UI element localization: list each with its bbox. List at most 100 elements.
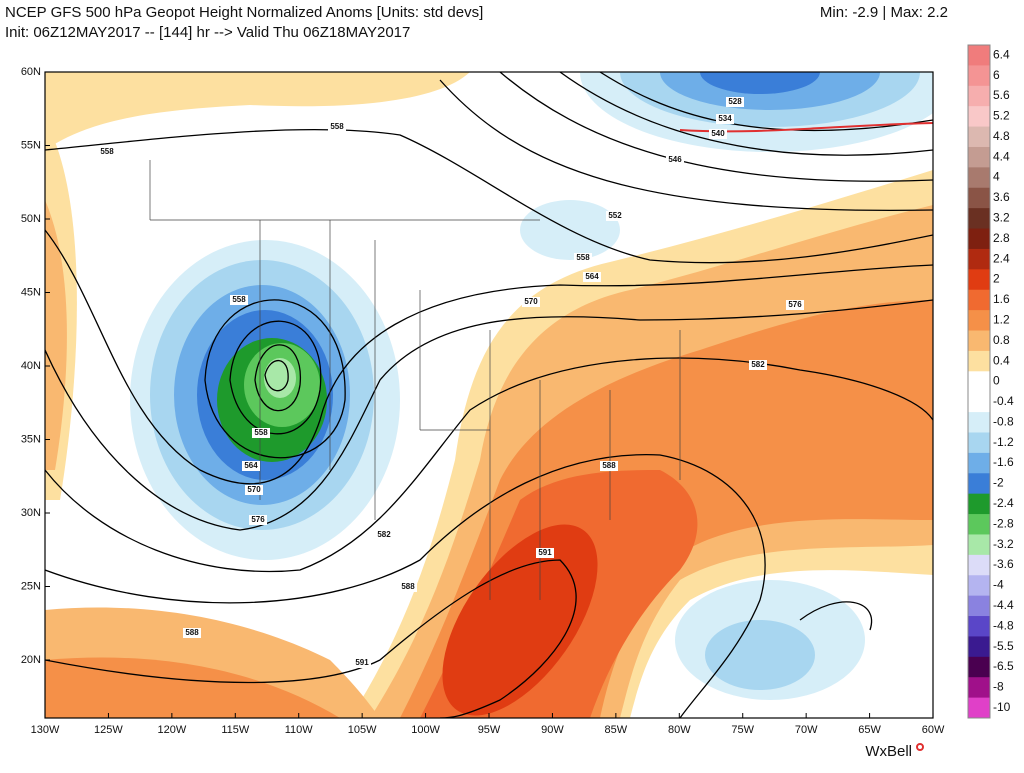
colorbar-swatch — [968, 65, 990, 87]
lon-label: 60W — [922, 724, 945, 736]
contour-label-bg — [375, 530, 393, 540]
colorbar-swatch — [968, 554, 990, 576]
colorbar-label: 0.8 — [993, 333, 1010, 347]
colorbar-swatch — [968, 208, 990, 230]
colorbar-swatch — [968, 473, 990, 495]
colorbar-label: -0.4 — [993, 394, 1014, 408]
contour-label: 558 — [232, 295, 246, 304]
colorbar-swatch — [968, 187, 990, 209]
contour-label-bg — [245, 485, 263, 495]
colorbar-swatch — [968, 575, 990, 597]
contour-label: 588 — [185, 628, 199, 637]
colorbar-label: 6.4 — [993, 47, 1010, 61]
contour-label: 546 — [668, 155, 682, 164]
contour-label: 576 — [788, 300, 802, 309]
contour-label: 570 — [524, 297, 538, 306]
contour-label: 540 — [711, 129, 725, 138]
contour-label-bg — [600, 461, 618, 471]
colorbar-swatch — [968, 432, 990, 454]
lon-label: 75W — [731, 724, 754, 736]
contour-label-bg — [606, 211, 624, 221]
colorbar-label: 4.4 — [993, 149, 1010, 163]
colorbar-label: 5.6 — [993, 88, 1010, 102]
lon-label: 105W — [348, 724, 377, 736]
lon-label: 85W — [605, 724, 628, 736]
lon-label: 100W — [411, 724, 440, 736]
contour-label-bg — [230, 295, 248, 305]
lon-label: 70W — [795, 724, 818, 736]
lon-label: 115W — [221, 724, 250, 736]
contour-label: 588 — [602, 461, 616, 470]
colorbar-label: -2 — [993, 476, 1004, 490]
colorbar-label: 2.4 — [993, 251, 1010, 265]
title: NCEP GFS 500 hPa Geopot Height Normalize… — [5, 4, 483, 21]
colorbar-label: -2.4 — [993, 496, 1014, 510]
contour-label-bg — [786, 300, 804, 310]
contour-label: 534 — [718, 114, 732, 123]
contour-label-bg — [583, 272, 601, 282]
contour-label-bg — [183, 628, 201, 638]
subtitle: Init: 06Z12MAY2017 -- [144] hr --> Valid… — [5, 24, 410, 41]
lat-label: 25N — [21, 580, 41, 592]
lon-label: 95W — [478, 724, 501, 736]
contour-label: 558 — [330, 122, 344, 131]
colorbar-label: 1.6 — [993, 292, 1010, 306]
lat-label: 45N — [21, 286, 41, 298]
colorbar-swatch — [968, 534, 990, 556]
contour-label-bg — [716, 114, 734, 124]
colorbar-swatch — [968, 310, 990, 332]
colorbar-label: -0.8 — [993, 414, 1014, 428]
colorbar-swatch — [968, 45, 990, 66]
contour-label: 552 — [608, 211, 622, 220]
colorbar-swatch — [968, 106, 990, 128]
contour-label: 588 — [401, 582, 415, 591]
contour-label: 558 — [100, 147, 114, 156]
colorbar-label: 5.2 — [993, 109, 1010, 123]
contour-label: 591 — [355, 658, 369, 667]
contour-label: 570 — [247, 485, 261, 494]
colorbar-swatch — [968, 330, 990, 352]
lat-label: 35N — [21, 433, 41, 445]
colorbar-frame — [967, 44, 991, 719]
contour-label-bg — [242, 461, 260, 471]
contour-label-bg — [749, 360, 767, 370]
contour-label: 564 — [585, 272, 599, 281]
colorbar-swatch — [968, 269, 990, 291]
colorbar-swatch — [968, 391, 990, 413]
colorbar-swatch — [968, 656, 990, 678]
colorbar-label: -10 — [993, 700, 1011, 714]
colorbar-label: 4.8 — [993, 129, 1010, 143]
colorbar-label: 1.2 — [993, 312, 1010, 326]
contour-label-bg — [522, 297, 540, 307]
colorbar-label: -1.6 — [993, 455, 1014, 469]
lon-label: 80W — [668, 724, 691, 736]
colorbar-swatch — [968, 677, 990, 699]
colorbar-swatch — [968, 412, 990, 433]
colorbar-label: 3.2 — [993, 211, 1010, 225]
contour-label: 558 — [254, 428, 268, 437]
contour-label-bg — [726, 97, 744, 107]
lat-label: 55N — [21, 139, 41, 151]
colorbar-label: 2 — [993, 272, 1000, 286]
colorbar-swatch — [968, 636, 990, 658]
colorbar-swatch — [968, 248, 990, 270]
colorbar-swatch — [968, 289, 990, 311]
contour-label-bg — [709, 129, 727, 139]
lon-label: 120W — [157, 724, 186, 736]
lat-label: 30N — [21, 507, 41, 519]
colorbar-label: -4.8 — [993, 618, 1014, 632]
colorbar-label: -4 — [993, 578, 1004, 592]
brand-dot — [916, 743, 924, 751]
colorbar-swatch — [968, 146, 990, 168]
colorbar-label: 0 — [993, 374, 1000, 388]
colorbar-label: -4.4 — [993, 598, 1014, 612]
colorbar-label: -1.2 — [993, 435, 1014, 449]
contour-label: 528 — [728, 97, 742, 106]
colorbar-swatch — [968, 85, 990, 107]
lat-label: 20N — [21, 654, 41, 666]
colorbar-swatch — [968, 493, 990, 515]
lon-label: 110W — [285, 724, 314, 736]
colorbar: 6.4 6 5.6 5.2 4.8 4.4 4 3.6 3.2 2.8 2.4 2 1.6 1.2 0.8 0… — [967, 44, 1014, 719]
colorbar-swatch — [968, 595, 990, 617]
contour-label: 582 — [377, 530, 391, 539]
